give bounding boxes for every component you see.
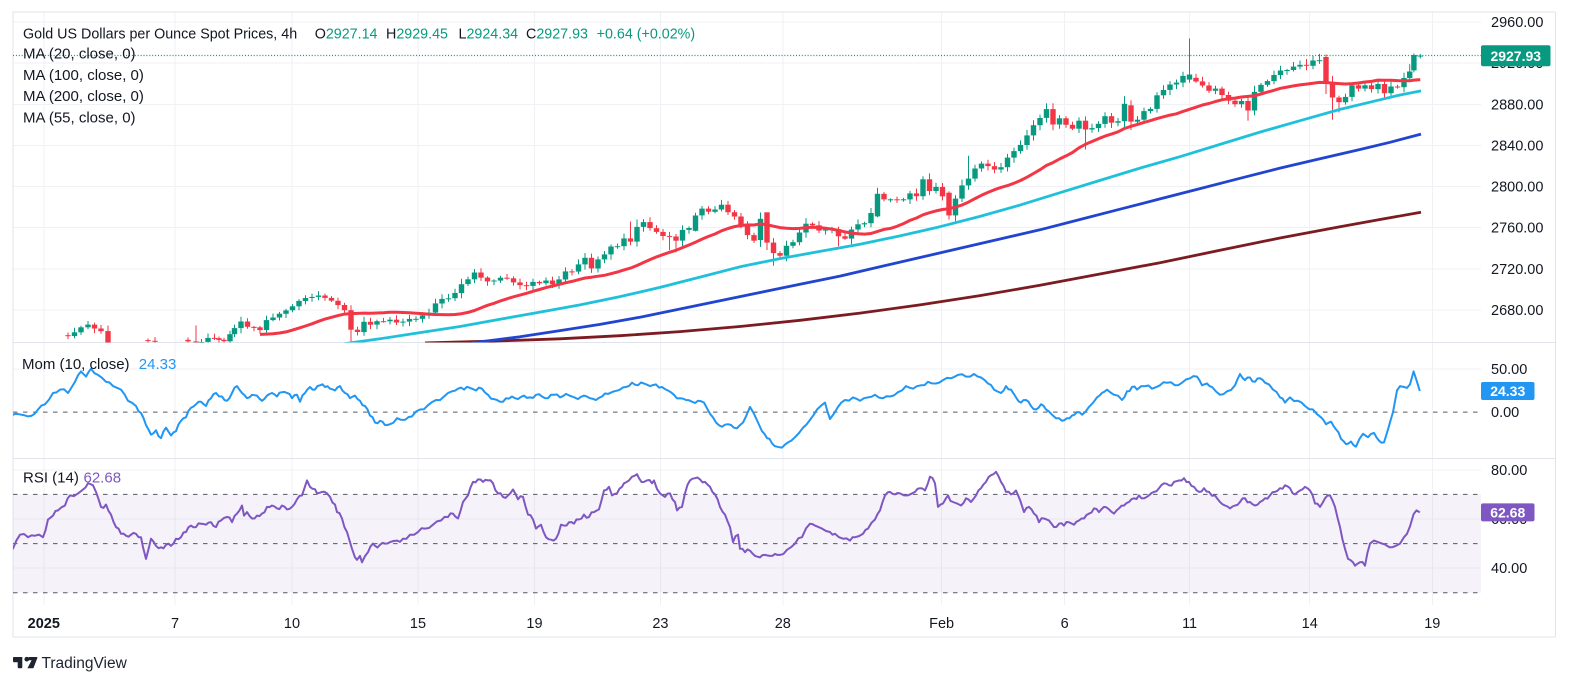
svg-text:28: 28 bbox=[775, 616, 791, 632]
svg-text:14: 14 bbox=[1302, 616, 1318, 632]
svg-text:11: 11 bbox=[1182, 616, 1197, 632]
svg-text:40.00: 40.00 bbox=[1491, 561, 1527, 577]
svg-text:Feb: Feb bbox=[929, 616, 954, 632]
svg-text:RSI (14)62.68: RSI (14) 62.68 bbox=[23, 470, 121, 487]
svg-text:80.00: 80.00 bbox=[1491, 463, 1527, 479]
svg-text:2680.00: 2680.00 bbox=[1491, 303, 1543, 319]
svg-text:24.33: 24.33 bbox=[1490, 383, 1525, 399]
svg-text:62.68: 62.68 bbox=[1490, 504, 1525, 520]
svg-text:2800.00: 2800.00 bbox=[1491, 180, 1543, 196]
svg-text:2880.00: 2880.00 bbox=[1491, 97, 1543, 113]
svg-text:19: 19 bbox=[1424, 616, 1440, 632]
svg-text:10: 10 bbox=[284, 616, 300, 632]
svg-text:MA (100, close, 0): MA (100, close, 0) bbox=[23, 67, 144, 84]
svg-text:2025: 2025 bbox=[28, 616, 60, 632]
svg-text:15: 15 bbox=[410, 616, 426, 632]
svg-text:Gold US Dollars per Ounce Spot: Gold US Dollars per Ounce Spot Prices, 4… bbox=[23, 27, 695, 43]
svg-text:7: 7 bbox=[171, 616, 179, 632]
svg-text:6: 6 bbox=[1061, 616, 1069, 632]
svg-text:50.00: 50.00 bbox=[1491, 362, 1527, 378]
svg-text:19: 19 bbox=[526, 616, 542, 632]
svg-text:MA (55, close, 0): MA (55, close, 0) bbox=[23, 109, 136, 126]
svg-text:TradingView: TradingView bbox=[42, 655, 128, 672]
svg-text:2927.93: 2927.93 bbox=[1490, 48, 1541, 64]
svg-text:2960.00: 2960.00 bbox=[1491, 15, 1543, 31]
svg-text:MA (20, close, 0): MA (20, close, 0) bbox=[23, 46, 136, 63]
svg-text:2760.00: 2760.00 bbox=[1491, 221, 1543, 237]
svg-text:2720.00: 2720.00 bbox=[1491, 262, 1543, 278]
svg-text:23: 23 bbox=[652, 616, 668, 632]
svg-text:2840.00: 2840.00 bbox=[1491, 138, 1543, 154]
svg-text:MA (200, close, 0): MA (200, close, 0) bbox=[23, 88, 144, 105]
svg-text:0.00: 0.00 bbox=[1491, 405, 1519, 421]
svg-text:Mom (10, close)24.33: Mom (10, close) 24.33 bbox=[22, 356, 176, 373]
